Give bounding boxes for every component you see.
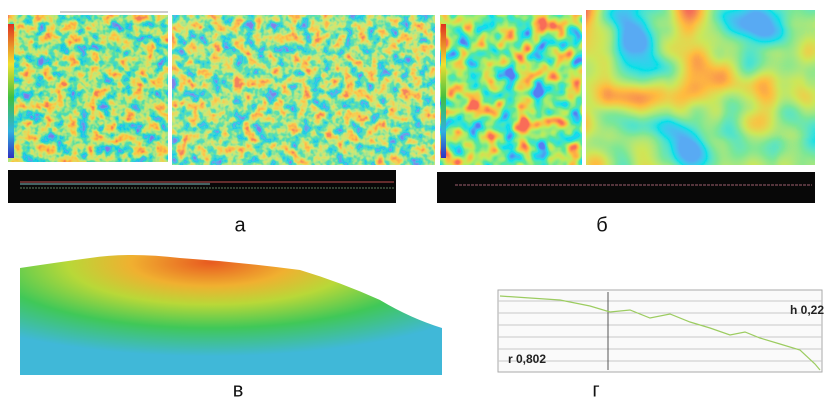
color-bar: [8, 24, 14, 158]
figure: а б в h 0,228 r 0,802 г: [0, 0, 824, 401]
annotation: r 0,802: [508, 352, 546, 366]
surface-map: [172, 15, 435, 165]
annotation: h 0,228: [790, 303, 824, 317]
panel-label: г: [592, 379, 599, 401]
panel-label: а: [234, 214, 246, 236]
hill-surface: [20, 250, 442, 375]
surface-map: [586, 10, 815, 165]
surface-map: [440, 15, 582, 165]
panel-label: б: [596, 214, 607, 236]
profile-bar: [8, 170, 396, 203]
surface-map: [8, 15, 168, 162]
panel-label: в: [233, 379, 244, 401]
graph-box: [498, 290, 822, 372]
hill-fill: [20, 250, 442, 375]
color-bar: [441, 24, 446, 158]
profile-bar: [437, 172, 815, 203]
